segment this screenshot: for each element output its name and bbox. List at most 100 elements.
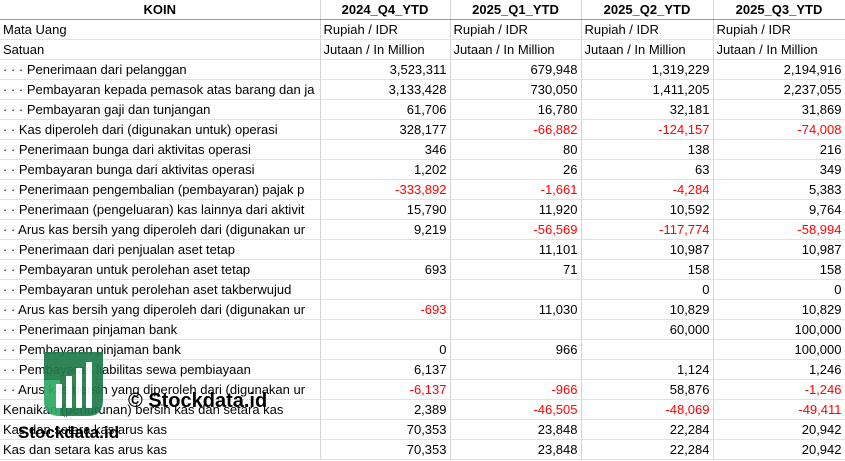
- cell: -66,882: [450, 119, 582, 140]
- row-label: · · Penerimaan pengembalian (pembayaran)…: [0, 179, 321, 200]
- cell: 61,706: [320, 99, 451, 120]
- column-header: 2025_Q2_YTD: [581, 0, 714, 20]
- row-label: · · Pembayaran untuk perolehan aset teta…: [0, 259, 321, 280]
- cell: 2,194,916: [713, 59, 845, 80]
- cell: 1,124: [581, 359, 714, 380]
- cell: -1,246: [713, 379, 845, 400]
- cell: 11,030: [450, 299, 582, 320]
- row-label: · · Pembayaran pinjaman bank: [0, 339, 321, 360]
- table-row: · · Arus kas bersih yang diperoleh dari …: [0, 379, 845, 400]
- table-row: Kenaikan (penurunan) bersih kas dan seta…: [0, 399, 845, 420]
- cell: 158: [713, 259, 845, 280]
- table-row: · · · Pembayaran gaji dan tunjangan 61,70…: [0, 99, 845, 120]
- table-row: Kas dan setara kas arus kas 70,353 23,848 2…: [0, 439, 845, 460]
- cell: -48,069: [581, 399, 714, 420]
- cell: 22,284: [581, 439, 714, 460]
- row-label: · · Penerimaan pinjaman bank: [0, 319, 321, 340]
- cell: 346: [320, 139, 451, 160]
- table-row: · · Arus kas bersih yang diperoleh dari …: [0, 219, 845, 240]
- cell: [450, 319, 582, 340]
- cell: 328,177: [320, 119, 451, 140]
- cell: Jutaan / In Million: [450, 39, 582, 60]
- cell: 31,869: [713, 99, 845, 120]
- cell: 730,050: [450, 79, 582, 100]
- cell: 10,829: [713, 299, 845, 320]
- cell: 0: [713, 279, 845, 300]
- cell: -333,892: [320, 179, 451, 200]
- table-row: · · Pembayaran bunga dari aktivitas oper…: [0, 159, 845, 180]
- cell: 9,219: [320, 219, 451, 240]
- cell: 0: [581, 279, 714, 300]
- table-row: · · Pembayaran untuk perolehan aset teta…: [0, 259, 845, 280]
- table-row: · · Pembayaran liabilitas sewa pembiayaa…: [0, 359, 845, 380]
- cell: [320, 319, 451, 340]
- cell: Rupiah / IDR: [450, 19, 582, 40]
- cell: 138: [581, 139, 714, 160]
- row-label: · · Penerimaan (pengeluaran) kas lainnya…: [0, 199, 321, 220]
- row-label: Mata Uang: [0, 19, 321, 40]
- column-header: 2024_Q4_YTD: [320, 0, 451, 20]
- cell: -4,284: [581, 179, 714, 200]
- cell: 3,133,428: [320, 79, 451, 100]
- table-row: Mata Uang Rupiah / IDR Rupiah / IDR Rupiah …: [0, 19, 845, 40]
- cell: 60,000: [581, 319, 714, 340]
- cell: 10,987: [581, 239, 714, 260]
- row-label: · · · Penerimaan dari pelanggan: [0, 59, 321, 80]
- cell: 10,987: [713, 239, 845, 260]
- cell: 11,101: [450, 239, 582, 260]
- row-label: Kas dan setara kas arus kas: [0, 419, 321, 440]
- cell: 23,848: [450, 419, 582, 440]
- cell: 966: [450, 339, 582, 360]
- cell: -966: [450, 379, 582, 400]
- cell: -58,994: [713, 219, 845, 240]
- cell: 22,284: [581, 419, 714, 440]
- cell: Rupiah / IDR: [581, 19, 714, 40]
- cell: [450, 359, 582, 380]
- row-label: · · Pembayaran untuk perolehan aset takb…: [0, 279, 321, 300]
- table-row: · · Pembayaran untuk perolehan aset takb…: [0, 279, 845, 300]
- cell: -124,157: [581, 119, 714, 140]
- cell: Jutaan / In Million: [713, 39, 845, 60]
- table-row: · · Penerimaan dari penjualan aset tetap…: [0, 239, 845, 260]
- row-label: · · Arus kas bersih yang diperoleh dari …: [0, 219, 321, 240]
- cell: 20,942: [713, 439, 845, 460]
- row-label: · · Arus kas bersih yang diperoleh dari …: [0, 379, 321, 400]
- row-label: · · Penerimaan bunga dari aktivitas oper…: [0, 139, 321, 160]
- cell: -74,008: [713, 119, 845, 140]
- cell: 11,920: [450, 199, 582, 220]
- table-row: · · Penerimaan (pengeluaran) kas lainnya…: [0, 199, 845, 220]
- table-row: Satuan Jutaan / In Million Jutaan / In Mil…: [0, 39, 845, 60]
- row-label: · · Arus kas bersih yang diperoleh dari …: [0, 299, 321, 320]
- table-body: Mata Uang Rupiah / IDR Rupiah / IDR Rupiah …: [0, 19, 845, 460]
- cell: 16,780: [450, 99, 582, 120]
- cell: Rupiah / IDR: [320, 19, 451, 40]
- row-label: · · · Pembayaran kepada pemasok atas bar…: [0, 79, 321, 100]
- table-row: · · Pembayaran pinjaman bank 0 966 100,000: [0, 339, 845, 360]
- table-row: · · · Penerimaan dari pelanggan 3,523,311…: [0, 59, 845, 80]
- table-row: · · Kas diperoleh dari (digunakan untuk)…: [0, 119, 845, 140]
- cell: 3,523,311: [320, 59, 451, 80]
- cell: 349: [713, 159, 845, 180]
- cell: [450, 279, 582, 300]
- cell: 20,942: [713, 419, 845, 440]
- cell: -117,774: [581, 219, 714, 240]
- row-label: Kenaikan (penurunan) bersih kas dan seta…: [0, 399, 321, 420]
- cell: 0: [320, 339, 451, 360]
- cell: 6,137: [320, 359, 451, 380]
- cell: 9,764: [713, 199, 845, 220]
- cell: 10,829: [581, 299, 714, 320]
- cell: 1,411,205: [581, 79, 714, 100]
- cell: [320, 279, 451, 300]
- cell: -49,411: [713, 399, 845, 420]
- column-header: 2025_Q1_YTD: [450, 0, 582, 20]
- cell: 71: [450, 259, 582, 280]
- cell: 63: [581, 159, 714, 180]
- cell: Jutaan / In Million: [320, 39, 451, 60]
- row-label: · · Pembayaran bunga dari aktivitas oper…: [0, 159, 321, 180]
- row-label: · · Pembayaran liabilitas sewa pembiayaa…: [0, 359, 321, 380]
- row-label: · · Penerimaan dari penjualan aset tetap: [0, 239, 321, 260]
- cell: 58,876: [581, 379, 714, 400]
- cell: [581, 339, 714, 360]
